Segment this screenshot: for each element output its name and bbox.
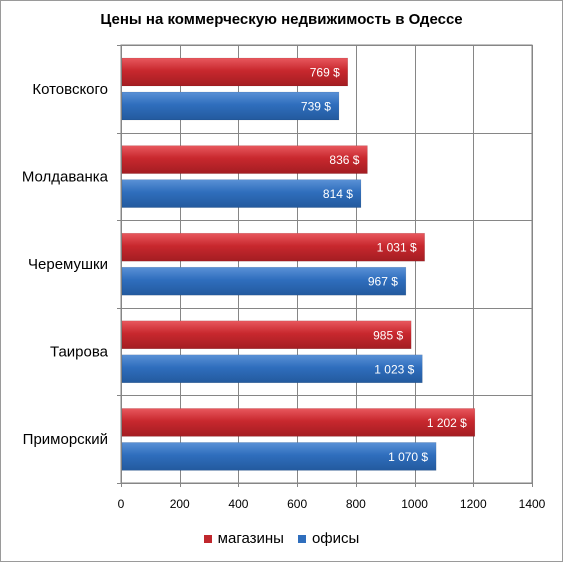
- data-label-offices-1: 814 $: [323, 187, 353, 201]
- data-label-offices-0: 739 $: [301, 100, 331, 114]
- category-label-2: Черемушки: [28, 256, 108, 273]
- x-tick-label-2: 400: [228, 497, 248, 511]
- x-tick-labels-layer: 0 200 400 600 800 1000 1200 1400: [118, 497, 546, 511]
- x-tick-label-5: 1000: [401, 497, 428, 511]
- data-label-shops-1: 836 $: [329, 153, 359, 167]
- x-tick-label-0: 0: [118, 497, 125, 511]
- legend-swatch-shops: [203, 534, 212, 543]
- bar-offices-2: [121, 266, 407, 296]
- category-label-3: Таирова: [50, 344, 109, 361]
- category-label-4: Приморский: [23, 431, 108, 448]
- bar-offices-1: [121, 179, 362, 208]
- data-label-shops-3: 985 $: [373, 328, 403, 342]
- data-label-offices-4: 1 070 $: [388, 450, 428, 464]
- legend-label-offices: офисы: [311, 530, 360, 547]
- x-tick-label-7: 1400: [519, 497, 546, 511]
- category-labels-layer: Котовского Молдаванка Черемушки Таирова Прим…: [22, 81, 109, 448]
- chart-title: Цены на коммерческую недвижимость в Одес…: [100, 11, 463, 28]
- bar-shops-4: [121, 408, 476, 437]
- bar-shops-2: [121, 232, 425, 262]
- legend-item-shops: магазины: [203, 530, 284, 547]
- data-label-offices-2: 967 $: [368, 275, 398, 289]
- category-label-0: Котовского: [32, 81, 108, 98]
- data-label-shops-4: 1 202 $: [427, 416, 467, 430]
- category-label-1: Молдаванка: [22, 168, 109, 185]
- x-tick-label-1: 200: [170, 497, 190, 511]
- data-labels-layer: 769 $ 739 $ 836 $ 814 $ 1 031 $ 967 $ 985 $ 1 0…: [301, 66, 467, 464]
- bars-layer: [121, 57, 476, 471]
- data-label-shops-2: 1 031 $: [377, 241, 417, 255]
- bar-offices-4: [121, 442, 437, 471]
- legend-item-offices: офисы: [297, 530, 360, 547]
- data-label-offices-3: 1 023 $: [374, 362, 414, 376]
- x-tick-label-4: 800: [346, 497, 366, 511]
- bar-shops-1: [121, 145, 368, 174]
- x-tick-label-6: 1200: [460, 497, 487, 511]
- bar-shops-3: [121, 320, 412, 350]
- bar-shops-0: [121, 57, 349, 87]
- legend-label-shops: магазины: [217, 530, 284, 547]
- data-label-shops-0: 769 $: [310, 66, 340, 80]
- x-tick-label-3: 600: [287, 497, 307, 511]
- bar-offices-0: [121, 91, 340, 121]
- bar-offices-3: [121, 354, 423, 384]
- legend: магазины офисы: [0, 530, 563, 547]
- legend-swatch-offices: [297, 534, 306, 543]
